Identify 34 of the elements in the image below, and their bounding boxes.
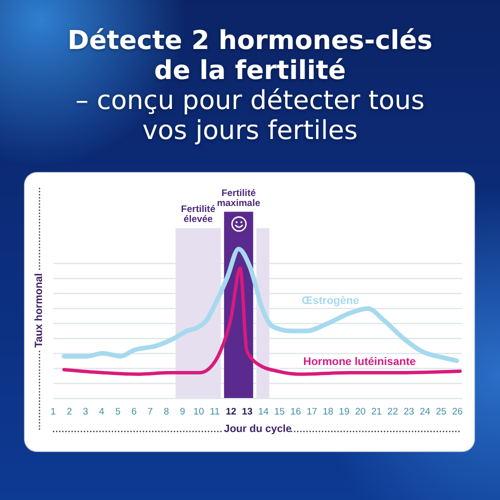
x-tick-label: 11 bbox=[210, 406, 220, 418]
x-tick-label: 8 bbox=[164, 406, 170, 418]
x-tick-label: 7 bbox=[148, 406, 153, 418]
x-tick-label: 19 bbox=[338, 406, 350, 418]
x-tick-label: 17 bbox=[306, 406, 318, 418]
x-tick-label: 12 bbox=[226, 406, 236, 418]
band-label: Fertilité maximale bbox=[216, 188, 260, 209]
series-label: Œstrogène bbox=[302, 295, 360, 308]
y-axis-title: Taux hormonal bbox=[33, 273, 46, 348]
x-axis-title: Jour du cycle bbox=[224, 423, 292, 435]
x-tick-label: 2 bbox=[66, 406, 72, 418]
x-tick-label: 10 bbox=[193, 406, 204, 418]
x-tick-label: 1 bbox=[50, 406, 56, 418]
x-tick-label: 20 bbox=[355, 406, 366, 418]
x-tick-label: 23 bbox=[404, 406, 414, 418]
x-tick-label: 14 bbox=[258, 406, 269, 418]
band-label: Fertilité élevée bbox=[181, 204, 216, 226]
x-tick-label: 13 bbox=[242, 406, 252, 418]
x-tick-label: 3 bbox=[82, 406, 88, 418]
chart-subtitle: – conçu pour détecter tous vos jours fertiles bbox=[74, 86, 426, 146]
x-tick-label: 4 bbox=[99, 406, 104, 418]
x-tick-label: 15 bbox=[274, 406, 285, 418]
x-tick-label: 18 bbox=[322, 406, 334, 418]
x-tick-label: 26 bbox=[452, 406, 463, 418]
x-tick-label: 22 bbox=[387, 406, 398, 418]
x-tick-label: 25 bbox=[436, 406, 446, 418]
series-label: Hormone lutéinisante bbox=[303, 356, 416, 368]
x-tick-label: 24 bbox=[420, 406, 430, 418]
x-tick-label: 5 bbox=[115, 406, 121, 418]
x-tick-label: 21 bbox=[371, 406, 382, 418]
x-tick-label: 9 bbox=[180, 406, 186, 418]
chart-title: Détecte 2 hormones-clés de la fertilité bbox=[66, 26, 434, 86]
x-tick-label: 16 bbox=[290, 406, 301, 418]
x-tick-label: 6 bbox=[131, 406, 137, 418]
